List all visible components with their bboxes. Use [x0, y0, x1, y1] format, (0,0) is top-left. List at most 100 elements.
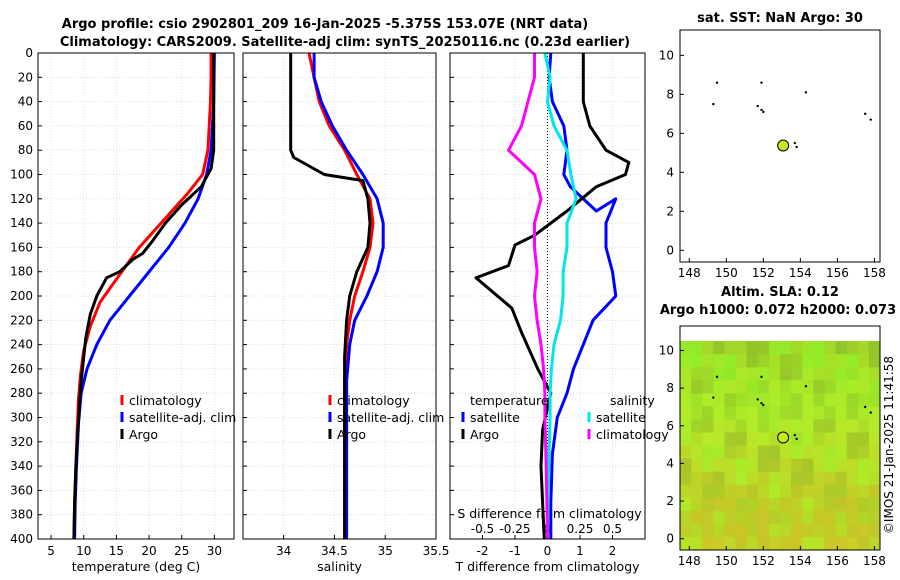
sla-cell [813, 393, 825, 407]
legend-label: satellite-adj. clim [337, 410, 444, 425]
sla-cell [702, 367, 714, 381]
sla-cell [746, 354, 759, 368]
y-tick-label: 2 [666, 204, 674, 218]
sla-cell [824, 471, 837, 486]
sla-cell [713, 419, 725, 433]
sla-cell [746, 497, 759, 512]
sla-cell [835, 406, 848, 420]
sla-cell [846, 523, 859, 538]
sla-cell [835, 354, 848, 368]
sla-cell [768, 406, 781, 420]
x-tick-label: 156 [826, 266, 849, 280]
sla-cell [680, 536, 692, 551]
x-tick-label: 5 [47, 544, 55, 558]
y-tick-label: 200 [10, 289, 33, 303]
y-tick-label: 20 [18, 70, 33, 84]
sla-cell [724, 380, 737, 394]
sla-cell [846, 393, 859, 407]
sla-cell [757, 341, 770, 355]
island-dot [760, 401, 763, 405]
sla-cell [846, 510, 859, 525]
sla-cell [702, 510, 714, 525]
x-tick-label: 154 [789, 266, 812, 280]
sla-cell [868, 419, 881, 433]
sla-cell [802, 497, 814, 512]
legend-title-temperature: temperature [470, 393, 549, 408]
y-tick-label: 6 [666, 419, 674, 433]
top-x-tick-label: 0.25 [567, 522, 594, 536]
y-tick-label: 380 [10, 508, 33, 522]
x-tick-label: -1 [509, 544, 521, 558]
map-title: sat. SST: NaN Argo: 30 [697, 11, 863, 26]
sla-cell [802, 536, 814, 551]
sla-cell [780, 393, 792, 407]
sla-cell [691, 458, 703, 473]
island-dot [715, 375, 719, 379]
sla-cell [824, 393, 837, 407]
sla-cell [824, 432, 837, 447]
y-tick-label: 220 [10, 313, 33, 327]
series-line-argo [289, 53, 372, 539]
sla-cell [835, 536, 848, 551]
series-line-t-satellite [547, 52, 618, 539]
island-dot [863, 405, 867, 409]
island-dot [756, 104, 759, 108]
y-tick-label: 260 [10, 362, 33, 376]
salinity-panel: 34 34.5 35 35.5 salinity climatology satellite… [242, 52, 449, 574]
sla-cell [713, 536, 725, 551]
legend-label: climatology [337, 393, 410, 408]
sla-cell [713, 445, 725, 460]
sla-cell [757, 497, 770, 512]
x-tick-label: 152 [752, 554, 775, 568]
sla-cell [813, 380, 825, 394]
temperature-panel: 5 10 15 20 25 3002040608010012014016018020022… [10, 46, 236, 574]
sla-cell [691, 419, 703, 433]
island-dot [715, 81, 719, 84]
sla-cell [868, 432, 881, 447]
sla-cell [780, 419, 792, 433]
sla-cell [791, 523, 803, 538]
y-tick-label: 180 [10, 265, 33, 279]
sla-cell [857, 406, 870, 420]
argo-location-marker [777, 431, 790, 444]
sla-cell [746, 380, 759, 394]
sla-cell [835, 510, 848, 525]
x-tick-label: 0 [544, 544, 552, 558]
sla-cell [680, 367, 692, 381]
sla-cell [835, 341, 848, 355]
sla-cell [735, 367, 748, 381]
sla-cell [691, 523, 703, 538]
sla-cell [813, 432, 825, 447]
x-tick-label: 148 [678, 554, 701, 568]
sla-cell [857, 419, 870, 433]
sla-cell [713, 393, 725, 407]
sla-cell [713, 341, 725, 355]
sla-cell [835, 458, 848, 473]
sla-cell [857, 354, 870, 368]
sla-cell [791, 510, 803, 525]
sla-cell [857, 484, 870, 499]
sla-cell [702, 432, 714, 447]
sla-cell [724, 341, 737, 355]
argo-location-marker [777, 139, 790, 152]
sla-cell [680, 484, 692, 499]
sla-cell [824, 484, 837, 499]
sla-cell [791, 354, 803, 368]
top-x-tick-label: 0.5 [603, 522, 622, 536]
sla-cell [757, 367, 770, 381]
sla-cell [735, 484, 748, 499]
sla-cell [791, 419, 803, 433]
sla-cell [857, 445, 870, 460]
sla-cell [835, 471, 848, 486]
sla-cell [802, 445, 814, 460]
y-tick-label: 100 [10, 168, 33, 182]
sla-cell [691, 497, 703, 512]
sla-cell [713, 354, 725, 368]
y-tick-label: 4 [666, 456, 674, 470]
sla-cell [713, 523, 725, 538]
sla-cell [757, 354, 770, 368]
sla-cell [680, 471, 692, 486]
figure-title-line2: Climatology: CARS2009. Satellite-adj cli… [60, 35, 630, 50]
sla-cell [813, 471, 825, 486]
sla-cell [835, 484, 848, 499]
